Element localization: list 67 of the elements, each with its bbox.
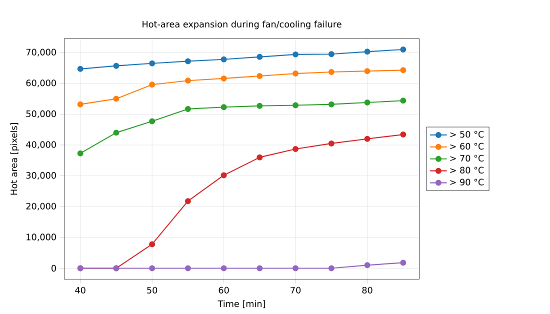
legend-label: > 90 °C xyxy=(450,178,484,186)
point xyxy=(364,262,370,268)
legend-label: > 80 °C xyxy=(450,166,484,174)
point xyxy=(292,102,299,108)
point xyxy=(256,154,263,160)
point xyxy=(149,265,156,272)
point xyxy=(400,260,406,266)
point xyxy=(328,140,334,146)
y-tick-label: 60,000 xyxy=(26,80,56,88)
point xyxy=(256,54,263,60)
y-tick-label: 0 xyxy=(52,264,56,272)
y-tick-label: 30,000 xyxy=(26,172,56,180)
point xyxy=(184,78,191,84)
point xyxy=(184,265,191,272)
y-tick-label: 10,000 xyxy=(26,234,56,242)
point xyxy=(328,101,334,108)
x-tick-label: 50 xyxy=(147,286,158,294)
point xyxy=(364,68,370,74)
point xyxy=(364,99,370,106)
x-axis-title: Time [min] xyxy=(218,300,265,308)
point xyxy=(256,102,263,109)
point xyxy=(184,106,191,112)
y-tick-label: 50,000 xyxy=(26,110,56,118)
point xyxy=(328,265,334,272)
point xyxy=(149,241,156,248)
point xyxy=(220,56,227,62)
legend-label: > 70 °C xyxy=(450,154,484,162)
point xyxy=(149,60,156,66)
point xyxy=(292,265,299,272)
point xyxy=(113,96,120,102)
point xyxy=(113,130,120,136)
x-tick-label: 70 xyxy=(290,286,301,294)
point xyxy=(149,118,156,124)
point xyxy=(220,172,227,178)
point xyxy=(292,70,299,76)
chart-title: Hot-area expansion during fan/cooling failure xyxy=(142,20,342,30)
y-axis-title: Hot area [pixels] xyxy=(10,122,19,195)
point xyxy=(292,51,299,58)
point xyxy=(149,82,156,88)
y-tick-label: 70,000 xyxy=(26,48,56,56)
y-tick-label: 20,000 xyxy=(26,202,56,210)
point xyxy=(256,265,263,272)
point xyxy=(256,72,263,79)
y-tick-label: 40,000 xyxy=(26,141,56,149)
point xyxy=(400,46,406,52)
point xyxy=(364,136,370,142)
point xyxy=(184,58,191,64)
point xyxy=(292,146,299,152)
point xyxy=(328,68,334,75)
point xyxy=(328,51,334,58)
point xyxy=(400,132,406,138)
point xyxy=(220,75,227,82)
point xyxy=(77,66,84,72)
x-tick-label: 40 xyxy=(75,286,86,294)
x-tick-label: 60 xyxy=(218,286,229,294)
legend-label: > 60 °C xyxy=(450,142,484,150)
point xyxy=(220,265,227,272)
legend-label: > 50 °C xyxy=(450,130,484,138)
point xyxy=(77,150,84,156)
point xyxy=(400,98,406,104)
x-tick-label: 80 xyxy=(362,286,372,294)
point xyxy=(184,198,191,204)
point xyxy=(113,62,120,69)
point xyxy=(364,48,370,55)
point xyxy=(77,101,84,108)
point xyxy=(400,67,406,74)
point xyxy=(220,104,227,110)
